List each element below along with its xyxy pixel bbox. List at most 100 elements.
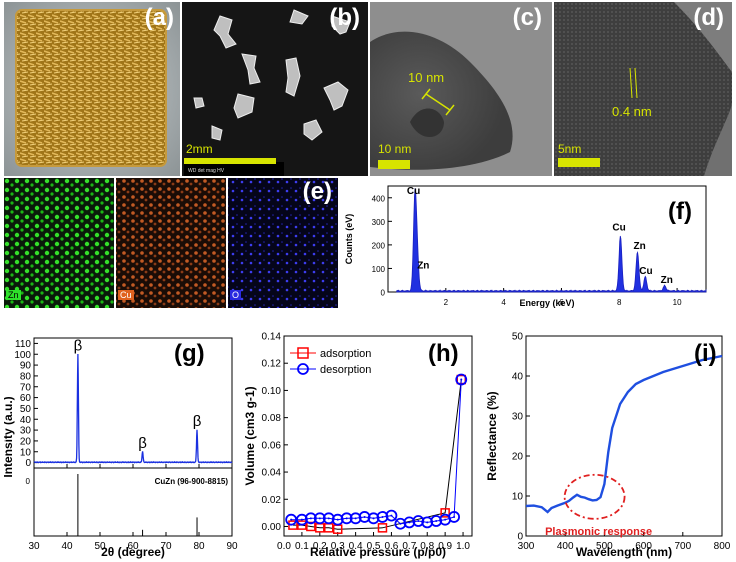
scale-text-d: 5nm xyxy=(558,142,582,156)
y-tick-label: 100 xyxy=(14,350,31,361)
annotation-d: 0.4 nm xyxy=(612,104,652,119)
legend-label: desorption xyxy=(320,364,371,376)
desorption-point-center xyxy=(435,520,438,523)
y-tick-label: 80 xyxy=(20,371,32,382)
x-tick-label: 0.0 xyxy=(277,541,291,552)
panel-label-c: (c) xyxy=(512,4,542,31)
y-tick-label: 110 xyxy=(15,339,31,350)
y-axis-label: Volume (cm3 g-1) xyxy=(244,386,257,485)
panel-label-a: (a) xyxy=(144,4,174,31)
peak-label: Cu xyxy=(639,266,652,277)
y-tick-label: 0 xyxy=(517,532,523,543)
plot-frame xyxy=(525,335,723,537)
x-tick-label: 40 xyxy=(61,541,73,552)
desorption-point-center xyxy=(460,378,463,381)
peak-label: Zn xyxy=(633,241,645,252)
eds-label-o: O xyxy=(230,290,242,300)
x-tick-label: 0.5 xyxy=(367,541,381,552)
y-axis-label: Counts (eV) xyxy=(344,214,354,265)
scale-text-b: 2mm xyxy=(186,142,213,156)
panel-label-g: (g) xyxy=(174,340,205,367)
x-tick-label: 10 xyxy=(673,298,682,307)
y-tick-label: 0.00 xyxy=(262,522,282,533)
x-tick-label: 6 xyxy=(559,298,564,307)
desorption-point-center xyxy=(354,517,357,520)
legend-label: adsorption xyxy=(320,348,371,360)
desorption-point xyxy=(313,512,326,525)
scale-bar-b xyxy=(184,158,276,164)
desorption-point xyxy=(331,513,344,526)
y-tick-label: 50 xyxy=(20,404,32,415)
desorption-point xyxy=(421,516,434,529)
desorption-point xyxy=(296,513,308,526)
desorption-point xyxy=(367,512,380,525)
desorption-point xyxy=(340,512,353,525)
y-axis-label: Reflectance (%) xyxy=(486,391,499,480)
y-tick-label: 10 xyxy=(20,447,32,458)
y-tick-label: 300 xyxy=(372,218,386,227)
adsorption-point xyxy=(297,520,307,530)
tem-image-c xyxy=(370,2,552,176)
desorption-point-center xyxy=(327,517,330,520)
scale-text-c: 10 nm xyxy=(378,142,412,156)
y-tick-label: 90 xyxy=(20,361,32,372)
reference-label: CuZn (96-900-8815) xyxy=(155,477,229,486)
desorption-point-center xyxy=(444,518,447,521)
peak-label: β xyxy=(193,413,202,430)
reflectance-line xyxy=(525,354,723,514)
desorption-point-center xyxy=(336,518,339,521)
plot-frame xyxy=(283,335,473,537)
peak-label: β xyxy=(138,435,147,452)
x-axis-label: 2θ (degree) xyxy=(101,545,165,559)
peak-label: Cu xyxy=(612,223,625,234)
panel-a-photo: (a) xyxy=(4,2,180,176)
x-tick-label: 0.4 xyxy=(349,541,363,552)
x-tick-label: 300 xyxy=(518,541,535,552)
panel-label-f: (f) xyxy=(668,198,692,225)
series-line xyxy=(293,379,462,530)
panel-d-hrtem: (d) 0.4 nm 5nm xyxy=(554,2,732,176)
desorption-point xyxy=(455,373,468,386)
desorption-point-center xyxy=(372,517,375,520)
desorption-point xyxy=(385,509,398,522)
x-tick-label: 0.7 xyxy=(402,541,416,552)
desorption-point-center xyxy=(318,517,321,520)
y-tick-label: 60 xyxy=(20,393,32,404)
x-tick-label: 2 xyxy=(444,298,449,307)
x-tick-label: 0.2 xyxy=(313,541,327,552)
y-tick-label: 20 xyxy=(512,452,524,463)
peak-label: β xyxy=(74,337,83,354)
desorption-point-center xyxy=(408,521,411,524)
y-tick-label: 30 xyxy=(20,426,32,437)
annotation-c: 10 nm xyxy=(408,70,445,85)
x-tick-label: 90 xyxy=(226,541,238,552)
y-tick-label: 0 xyxy=(25,458,31,469)
y-tick-label: 0.06 xyxy=(262,440,282,451)
xrd-line xyxy=(33,353,233,464)
y-tick-label: 100 xyxy=(372,265,386,274)
x-tick-label: 0.3 xyxy=(331,541,345,552)
panel-c-tem: (c) 10 nm 10 nm xyxy=(370,2,552,176)
panel-b-sem: WD det mag HV (b) 2mm xyxy=(182,2,368,176)
y-tick-label: 200 xyxy=(372,241,386,250)
series-line xyxy=(291,379,462,525)
y-tick-label: 10 xyxy=(512,492,524,503)
y-tick-label: 50 xyxy=(512,332,524,343)
panel-label-b: (b) xyxy=(329,4,360,31)
panel-label-i: (i) xyxy=(694,340,717,367)
plasmonic-circle xyxy=(563,473,626,520)
sem-particles: WD det mag HV xyxy=(182,2,368,176)
panel-label-e: (e) xyxy=(302,178,332,205)
panel-label-d: (d) xyxy=(693,4,724,31)
y-tick-label: 0.12 xyxy=(262,359,282,370)
desorption-point-center xyxy=(399,522,402,525)
desorption-point-center xyxy=(345,517,348,520)
y-tick-label: 0.08 xyxy=(262,413,282,424)
y-tick-label: 20 xyxy=(20,436,32,447)
desorption-point-center xyxy=(363,515,366,518)
x-tick-label: 4 xyxy=(501,298,506,307)
desorption-point xyxy=(448,511,460,523)
scale-bar-c xyxy=(378,160,410,169)
y-tick-label: 0.02 xyxy=(262,495,282,506)
x-tick-label: 0.6 xyxy=(384,541,398,552)
